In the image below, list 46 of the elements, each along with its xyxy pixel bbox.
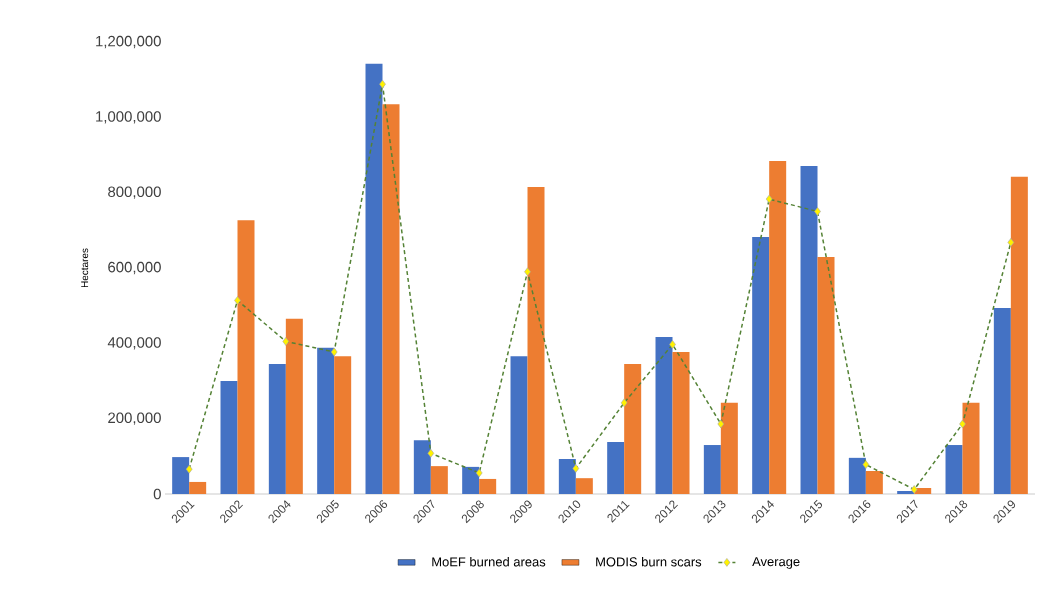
y-axis-title: Hectares	[81, 248, 89, 288]
bar	[624, 364, 642, 494]
bar	[720, 402, 738, 494]
bar	[237, 220, 255, 494]
legend-label: Average	[752, 557, 800, 569]
bar	[317, 347, 335, 494]
bar	[413, 440, 431, 494]
legend-label: MoEF burned areas	[432, 556, 546, 567]
bar	[752, 237, 770, 494]
bar	[365, 63, 383, 494]
bar	[962, 402, 980, 494]
bar	[769, 161, 787, 494]
bar	[462, 466, 480, 494]
bar	[865, 471, 883, 494]
y-tick-label: 200,000	[108, 412, 161, 425]
y-tick-label: 800,000	[108, 186, 161, 199]
bar	[430, 466, 448, 494]
bar	[1010, 176, 1028, 494]
bar	[172, 457, 190, 494]
bar	[220, 381, 238, 494]
bar	[993, 307, 1011, 494]
bar	[334, 356, 352, 494]
bar	[800, 165, 818, 494]
bar	[575, 478, 593, 494]
bar	[510, 356, 528, 494]
y-tick-label: 600,000	[108, 261, 161, 275]
bar	[479, 478, 497, 494]
bar	[817, 257, 835, 494]
bar	[848, 457, 866, 494]
bar	[672, 352, 690, 494]
y-tick-label: 1,000,000	[96, 111, 161, 124]
bar	[558, 458, 576, 494]
bar	[945, 445, 963, 494]
bar	[897, 490, 915, 494]
bar	[285, 318, 303, 494]
bar	[607, 442, 625, 494]
y-tick-label: 400,000	[107, 337, 161, 350]
bar	[189, 481, 207, 494]
bar	[527, 187, 545, 494]
bar	[382, 104, 400, 494]
y-tick-label: 1,200,000	[96, 35, 161, 49]
bar	[703, 445, 721, 494]
legend-label: MODIS burn scars	[596, 556, 702, 567]
bar	[268, 364, 286, 494]
bar	[655, 336, 673, 494]
y-tick-label: 0	[153, 488, 161, 500]
